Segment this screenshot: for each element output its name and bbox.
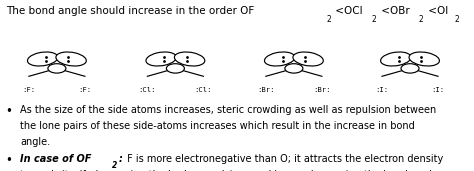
Text: •: • xyxy=(6,105,13,118)
Text: the lone pairs of these side-atoms increases which result in the increase in bon: the lone pairs of these side-atoms incre… xyxy=(20,121,415,131)
Ellipse shape xyxy=(293,52,323,66)
Text: :Cl:: :Cl: xyxy=(138,87,156,93)
Text: 2: 2 xyxy=(372,15,376,24)
Text: :F:: :F: xyxy=(22,87,36,93)
Ellipse shape xyxy=(166,64,184,73)
Text: :Br:: :Br: xyxy=(257,87,274,93)
Text: towards itself, decreasing the bp-bp repulsions and hence decreasing the bond an: towards itself, decreasing the bp-bp rep… xyxy=(20,170,441,171)
Ellipse shape xyxy=(146,52,176,66)
Text: angle.: angle. xyxy=(20,137,50,147)
Ellipse shape xyxy=(56,52,86,66)
Text: <OCl: <OCl xyxy=(332,6,363,16)
Ellipse shape xyxy=(27,52,58,66)
Text: :: : xyxy=(119,154,123,164)
Text: 2: 2 xyxy=(326,15,331,24)
Text: In case of OF: In case of OF xyxy=(20,154,91,164)
Text: :I:: :I: xyxy=(431,87,445,93)
Ellipse shape xyxy=(285,64,303,73)
Text: F is more electronegative than O; it attracts the electron density: F is more electronegative than O; it att… xyxy=(124,154,443,164)
Text: 2: 2 xyxy=(455,15,460,24)
Ellipse shape xyxy=(174,52,205,66)
Text: <OBr: <OBr xyxy=(378,6,410,16)
Ellipse shape xyxy=(381,52,411,66)
Text: 2: 2 xyxy=(419,15,423,24)
Text: •: • xyxy=(6,154,13,167)
Ellipse shape xyxy=(409,52,439,66)
Text: :F:: :F: xyxy=(78,87,91,93)
Text: :Cl:: :Cl: xyxy=(195,87,212,93)
Text: <OI: <OI xyxy=(425,6,448,16)
Ellipse shape xyxy=(48,64,66,73)
Text: The bond angle should increase in the order OF: The bond angle should increase in the or… xyxy=(6,6,254,16)
Text: 2: 2 xyxy=(112,161,117,170)
Ellipse shape xyxy=(264,52,295,66)
Ellipse shape xyxy=(401,64,419,73)
Text: :Br:: :Br: xyxy=(313,87,331,93)
Text: As the size of the side atoms increases, steric crowding as well as repulsion be: As the size of the side atoms increases,… xyxy=(20,105,436,115)
Text: :I:: :I: xyxy=(375,87,389,93)
